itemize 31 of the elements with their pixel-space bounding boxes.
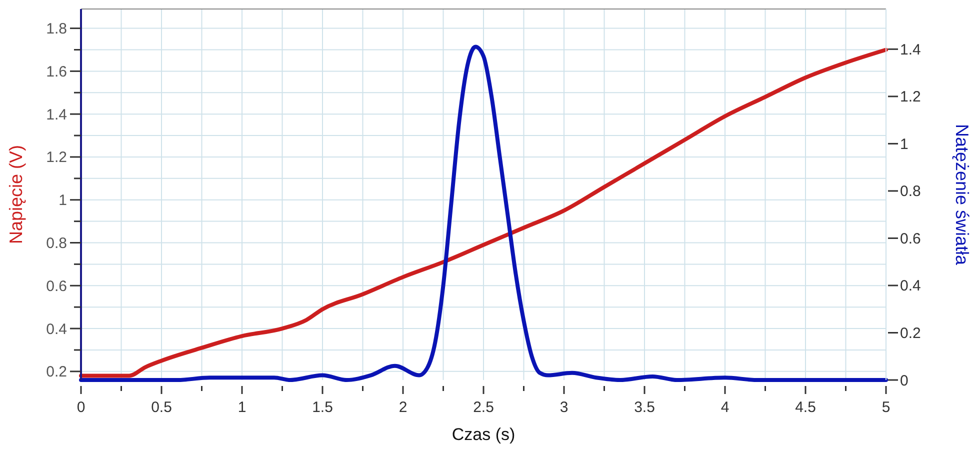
y2-tick-label: 0.2 [900,324,921,342]
x-tick-label: 2 [398,399,408,416]
y2-axis-title: Natężenie światła [952,124,972,266]
y-axis-title: Napięcie (V) [6,144,26,244]
y2-tick-label: 0.4 [900,278,921,295]
x-tick-label: 1.5 [312,399,333,416]
y-tick-label: 1.4 [46,106,67,124]
y-tick-label: 0.2 [46,364,67,381]
y-tick-label: 1.8 [46,20,67,38]
y2-tick-label: 0.8 [900,183,921,200]
y2-tick-label: 0.6 [900,230,921,248]
x-tick-label: 2.5 [473,399,494,416]
x-tick-label: 0 [76,399,86,416]
y2-tick-label: 1.4 [900,41,921,58]
y2-tick-label: 0 [900,372,908,390]
y-tick-label: 0.6 [46,278,67,295]
x-tick-label: 0.5 [151,399,172,416]
x-tick-label: 4 [720,399,730,416]
x-tick-label: 5 [882,399,890,416]
y-tick-label: 1.6 [46,63,67,80]
x-tick-label: 1 [238,399,246,416]
y-tick-label: 0.4 [46,320,67,338]
x-tick-label: 3.5 [634,399,655,416]
x-tick-label: 4.5 [795,399,816,416]
y-tick-label: 0.8 [46,235,67,252]
y-tick-label: 1.2 [46,149,67,166]
y2-tick-label: 1.2 [900,88,921,106]
y-tick-label: 1 [58,192,67,210]
y2-tick-label: 1 [900,136,908,153]
x-tick-label: 3 [560,399,568,416]
x-axis-title: Czas (s) [452,425,516,444]
